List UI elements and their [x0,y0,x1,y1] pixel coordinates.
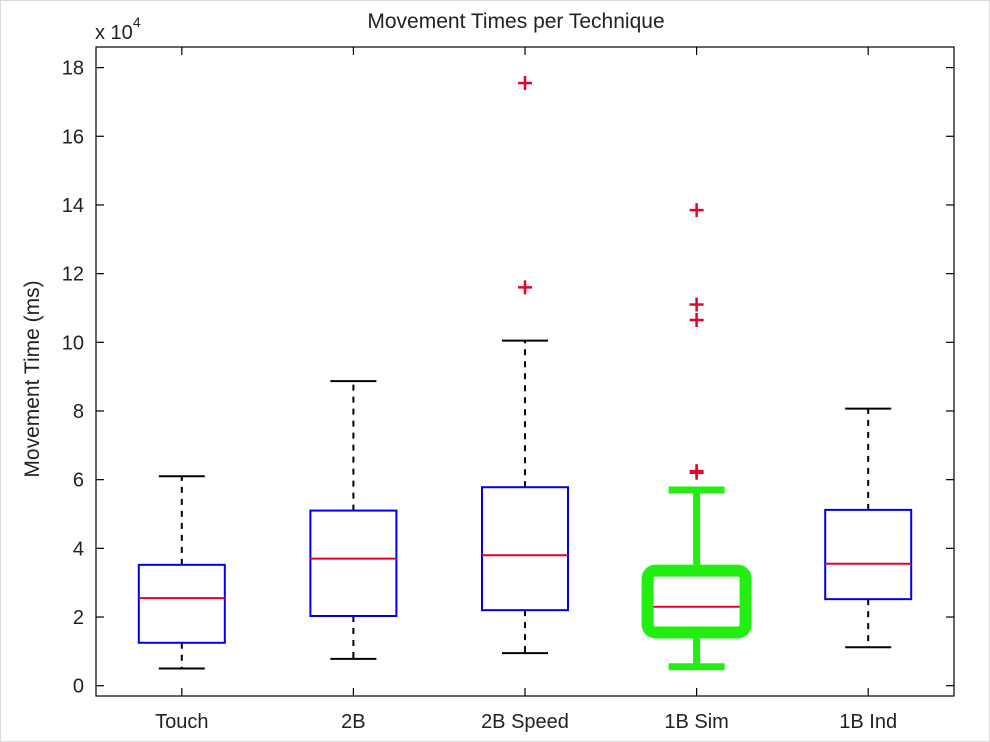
y-tick-label: 10 [62,332,84,354]
box [481,486,569,612]
y-tick-label: 12 [62,264,84,286]
x-tick-label: 2B [341,711,365,733]
x-tick-label: Touch [155,711,208,733]
y-tick-label: 16 [62,126,84,148]
outlier-marker [689,312,704,327]
x-tick-label: 1B Ind [839,711,897,733]
y-tick-label: 18 [62,58,84,80]
plot-area: 0 2 4 6 8 10 12 14 16 18 Touch 2B 2B Speed 1B Sim 1B I… [62,46,955,733]
y-tick-label: 14 [62,195,84,217]
x-tick-label: 1B Sim [664,711,728,733]
y-axis-multiplier: x 104 [95,14,141,44]
x-tick-label: 2B Speed [481,711,569,733]
box [309,509,398,617]
y-axis-label: Movement Time (ms) [21,280,44,477]
outlier-marker [518,76,532,91]
y-axis-multiplier-base: x 10 [95,22,133,44]
y-tick-label: 2 [73,607,84,629]
y-tick-label: 0 [73,676,84,698]
outlier-marker [689,297,704,312]
outlier-marker [689,464,704,479]
y-tick-label: 6 [73,470,84,492]
outlier-marker [518,280,532,295]
box [824,508,913,601]
chart-title: Movement Times per Technique [367,10,664,33]
box [641,564,752,639]
outlier-marker [689,203,704,218]
y-tick-label: 8 [73,401,84,423]
box [137,563,226,644]
y-axis-multiplier-exponent: 4 [133,14,141,30]
y-tick-label: 4 [73,538,84,560]
